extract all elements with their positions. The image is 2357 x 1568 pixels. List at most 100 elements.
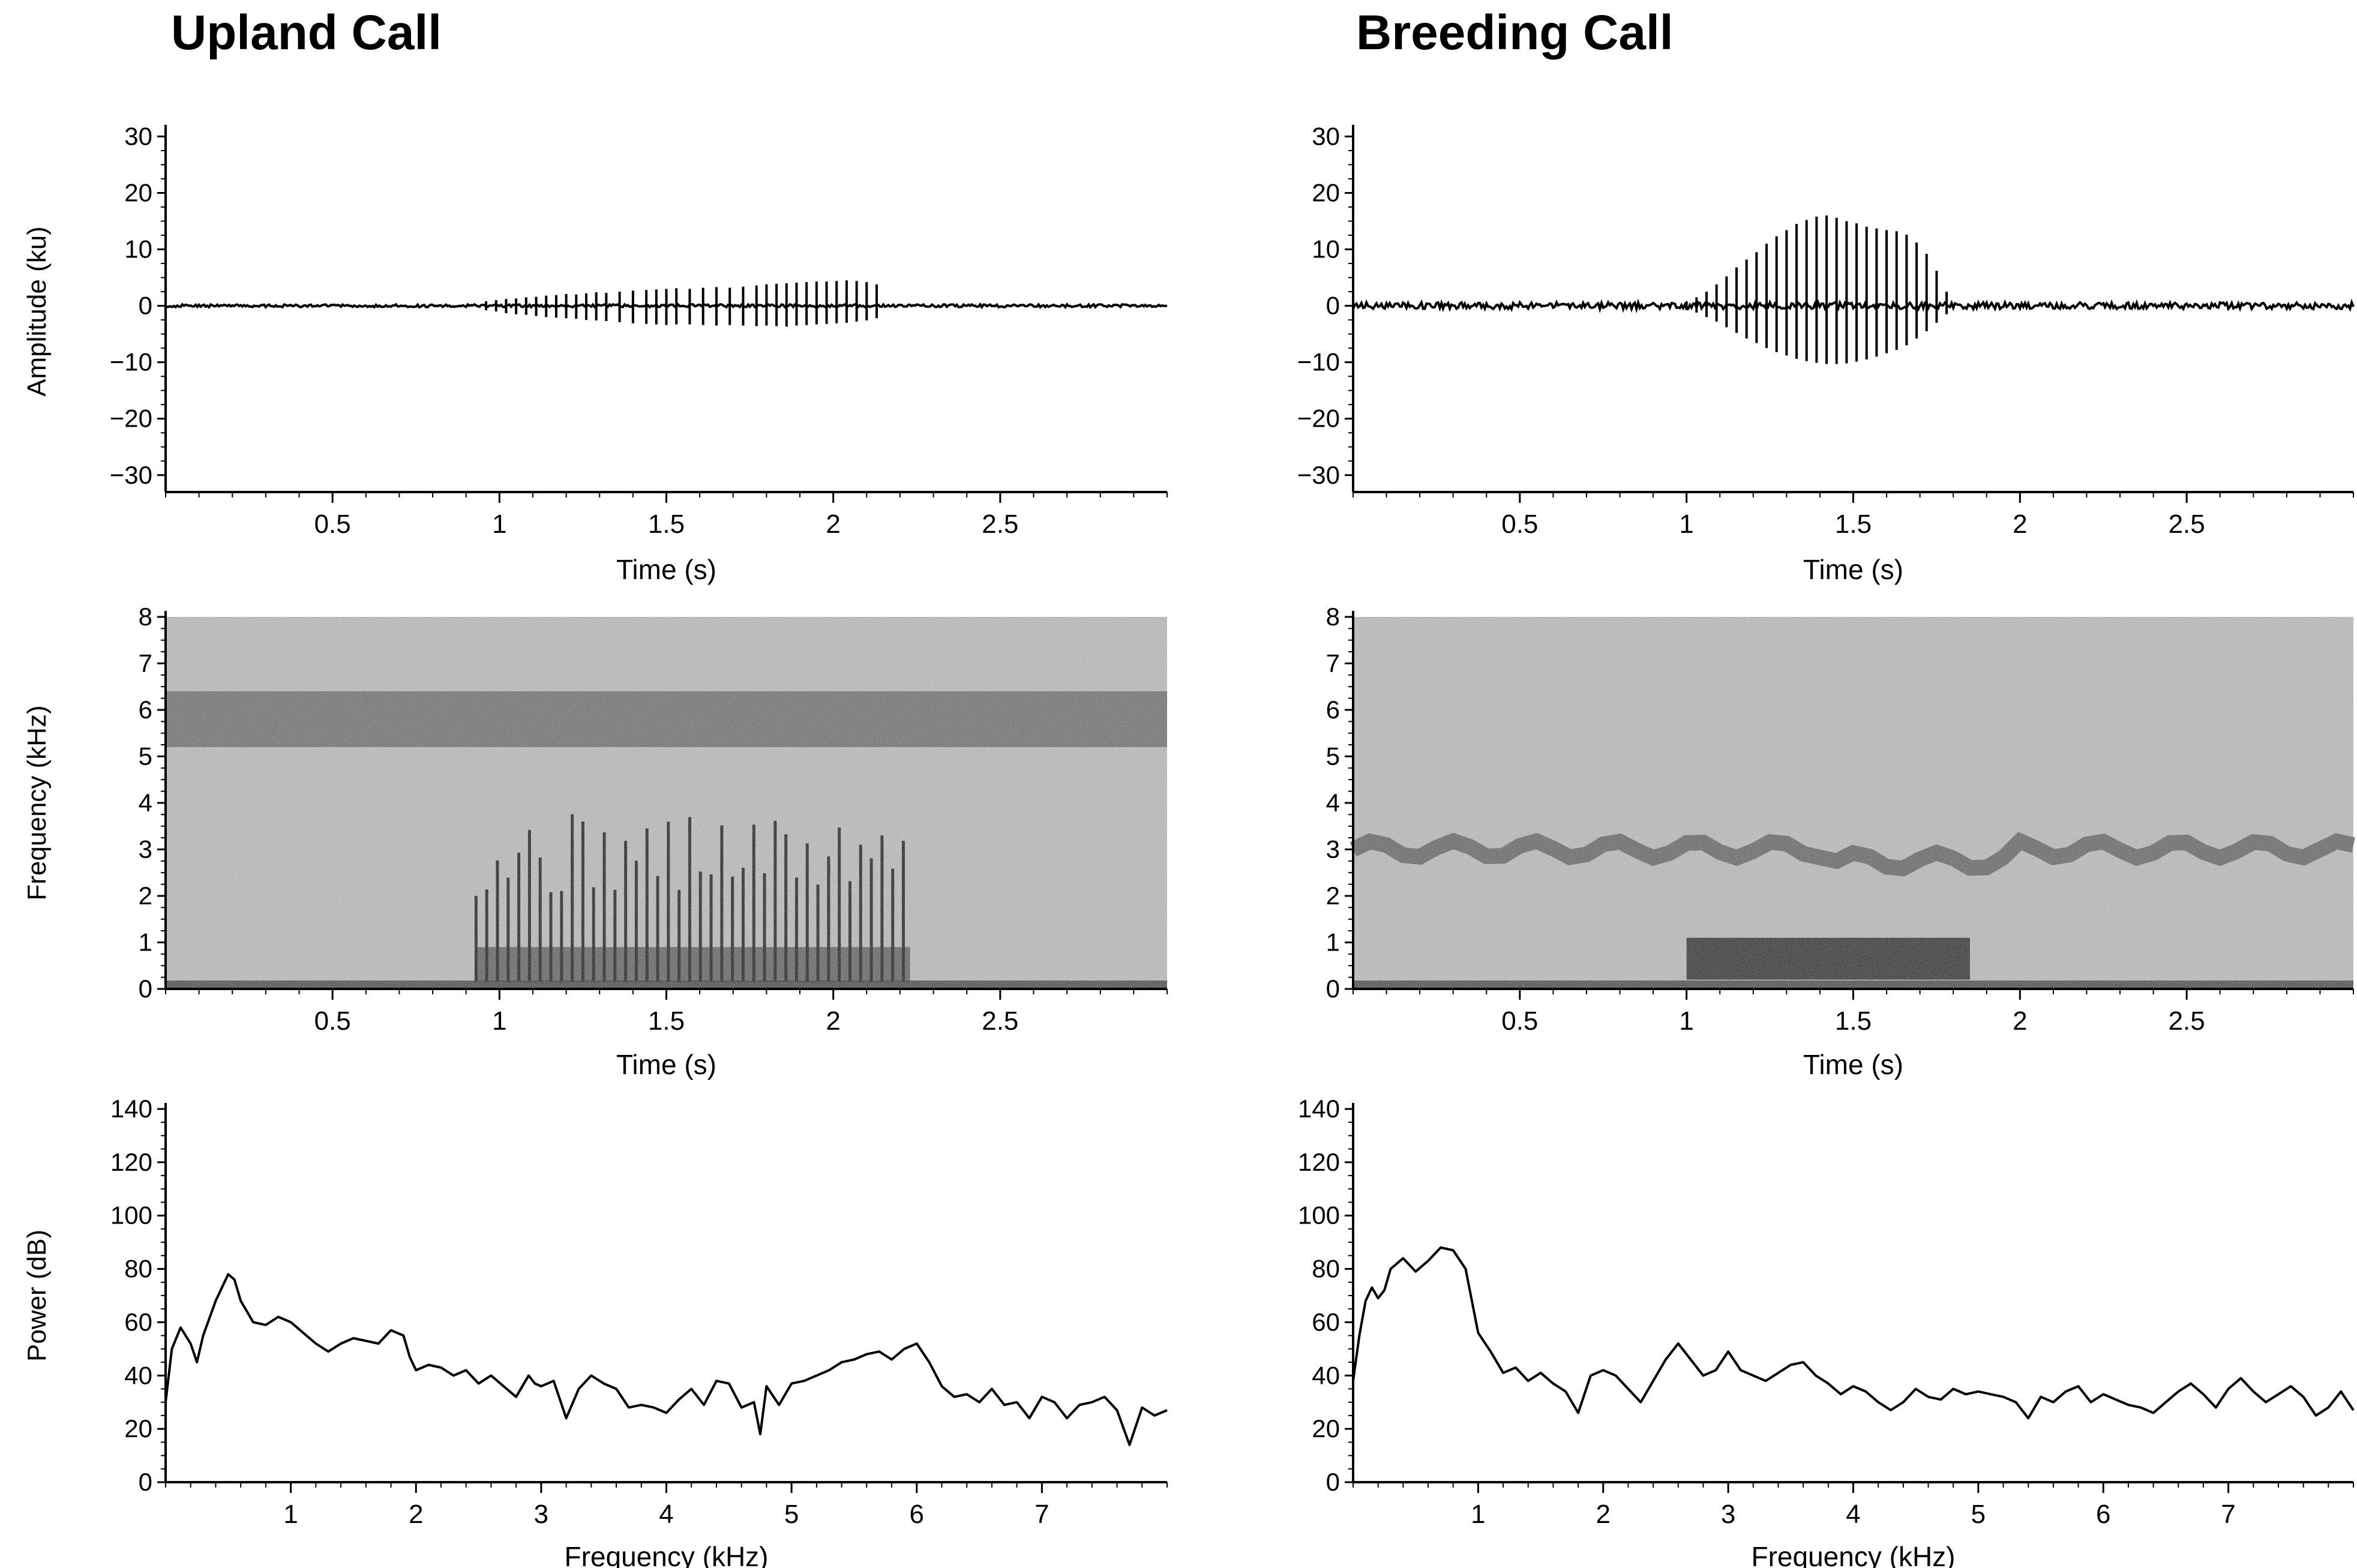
upland-spectrogram-ytick-label: 7	[139, 649, 152, 677]
breeding-waveform-panel: 30 20 10 0 −10 −20 −30 0.5 1 1.5 2 2.5 Time (s)	[1297, 122, 2355, 585]
upland-power-spectrum-xtick-label: 3	[534, 1500, 548, 1529]
breeding-spectrogram-xtick-label: 1	[1679, 1006, 1693, 1036]
breeding-power-spectrum-xtick-label: 7	[2221, 1500, 2235, 1529]
upland-power-spectrum-series-line	[164, 1273, 1168, 1446]
upland-power-spectrum-xtick-label: 7	[1034, 1500, 1049, 1529]
upland-waveform-xtick-label: 0.5	[314, 509, 351, 539]
upland-waveform-panel: 30 20 10 0 −10 −20 −30 0.5 1 1.5 2 2.5 Time (s) Ampli…	[22, 122, 1168, 585]
breeding-power-spectrum-ytick-label: 140	[1298, 1095, 1340, 1123]
breeding-waveform-x-label: Time (s)	[1803, 554, 1903, 585]
breeding-power-spectrum-xtick-label: 1	[1471, 1500, 1485, 1529]
breeding-power-spectrum-panel: 0 20 40 60 80 100 120 140 1 2 3 4 5 6 7 Frequency (kHz)	[1298, 1095, 2355, 1568]
upland-spectrogram-panel: 0 1 2 3 4 5 6 7 8 0.5 1 1.5 2 2.5 Time (s) Frequency (k…	[22, 602, 1168, 1080]
upland-waveform-x-label: Time (s)	[616, 554, 716, 585]
upland-spectrogram-xtick-label: 1.5	[648, 1006, 685, 1036]
upland-spectrogram-x-label: Time (s)	[616, 1049, 716, 1080]
breeding-power-spectrum-ytick-label: 0	[1326, 1468, 1340, 1496]
breeding-spectrogram-ytick-label: 4	[1326, 789, 1340, 817]
upland-power-spectrum-ytick-label: 40	[124, 1361, 152, 1389]
upland-spectrogram-image	[166, 617, 1167, 989]
upland-power-spectrum-ytick-label: 100	[110, 1201, 152, 1230]
breeding-call-title: Breeding Call	[1356, 5, 1674, 60]
breeding-waveform-baseline	[1352, 298, 2355, 314]
breeding-power-spectrum-ytick-label: 120	[1298, 1148, 1340, 1176]
breeding-power-spectrum-xtick-label: 6	[2096, 1500, 2110, 1529]
upland-waveform-xtick-label: 1	[492, 509, 506, 539]
upland-waveform-ytick-label: −20	[110, 404, 152, 433]
upland-spectrogram-ytick-label: 3	[139, 835, 152, 864]
upland-power-spectrum-ytick-label: 60	[124, 1308, 152, 1336]
breeding-spectrogram-ytick-label: 0	[1326, 975, 1340, 1003]
upland-spectrogram-ytick-label: 2	[139, 882, 152, 910]
upland-waveform-ytick-label: −10	[110, 348, 152, 376]
upland-power-spectrum-ytick-label: 20	[124, 1414, 152, 1443]
breeding-spectrogram-ytick-label: 1	[1326, 928, 1340, 957]
breeding-spectrogram-texture	[1353, 617, 2353, 989]
upland-power-spectrum-x-label: Frequency (kHz)	[565, 1541, 769, 1568]
upland-power-spectrum-panel: 0 20 40 60 80 100 120 140 1 2 3 4 5 6 7 Frequency (kHz)…	[22, 1095, 1168, 1568]
breeding-waveform-xtick-label: 2	[2013, 509, 2027, 539]
breeding-spectrogram-ytick-label: 3	[1326, 835, 1340, 864]
upland-waveform-xtick-label: 2.5	[982, 509, 1018, 539]
breeding-spectrogram-xtick-label: 2	[2013, 1006, 2027, 1036]
breeding-waveform-ytick-label: 30	[1312, 122, 1340, 150]
breeding-spectrogram-ytick-label: 7	[1326, 649, 1340, 677]
breeding-waveform-ytick-label: 20	[1312, 178, 1340, 206]
upland-spectrogram-xtick-label: 2.5	[982, 1006, 1018, 1036]
upland-power-spectrum-xtick-label: 5	[784, 1500, 799, 1529]
breeding-spectrogram-xtick-label: 0.5	[1501, 1006, 1538, 1036]
upland-power-spectrum-xtick-label: 6	[910, 1500, 924, 1529]
upland-waveform-ytick-label: 30	[124, 122, 152, 150]
breeding-power-spectrum-ytick-label: 60	[1312, 1308, 1340, 1336]
breeding-power-spectrum-ytick-label: 100	[1298, 1201, 1340, 1230]
breeding-spectrogram-ytick-label: 5	[1326, 742, 1340, 770]
breeding-power-spectrum-xtick-label: 5	[1971, 1500, 1986, 1529]
upland-power-spectrum-ytick-label: 80	[124, 1255, 152, 1283]
breeding-power-spectrum-ytick-label: 80	[1312, 1255, 1340, 1283]
breeding-waveform-ytick-label: −10	[1297, 348, 1340, 376]
breeding-waveform-xtick-label: 1	[1679, 509, 1693, 539]
upland-call-title: Upland Call	[171, 5, 442, 60]
breeding-spectrogram-x-label: Time (s)	[1803, 1049, 1903, 1080]
upland-waveform-ytick-label: 10	[124, 235, 152, 263]
breeding-spectrogram-ytick-label: 2	[1326, 882, 1340, 910]
upland-waveform-y-label: Amplitude (ku)	[22, 226, 52, 397]
upland-waveform-ytick-label: 0	[139, 292, 152, 320]
breeding-waveform-xtick-label: 1.5	[1835, 509, 1872, 539]
upland-power-spectrum-ytick-label: 140	[110, 1095, 152, 1123]
breeding-power-spectrum-xtick-label: 4	[1846, 1500, 1860, 1529]
upland-power-spectrum-y-label: Power (dB)	[22, 1230, 52, 1362]
upland-spectrogram-ytick-label: 5	[139, 742, 152, 770]
upland-waveform-xtick-label: 2	[826, 509, 840, 539]
upland-spectrogram-ytick-label: 8	[139, 602, 152, 631]
upland-spectrogram-xtick-label: 1	[492, 1006, 506, 1036]
upland-spectrogram-ytick-label: 6	[139, 695, 152, 724]
upland-spectrogram-y-label: Frequency (kHz)	[22, 705, 52, 900]
upland-spectrogram-ytick-label: 1	[139, 928, 152, 957]
breeding-power-spectrum-ytick-label: 40	[1312, 1361, 1340, 1389]
breeding-power-spectrum-xtick-label: 2	[1596, 1500, 1611, 1529]
upland-spectrogram-ytick-label: 0	[139, 975, 152, 1003]
upland-power-spectrum-xtick-label: 2	[409, 1500, 423, 1529]
breeding-spectrogram-ytick-label: 8	[1326, 602, 1340, 631]
upland-power-spectrum-xtick-label: 4	[659, 1500, 673, 1529]
breeding-waveform-ytick-label: 0	[1326, 292, 1340, 320]
breeding-waveform-ytick-label: 10	[1312, 235, 1340, 263]
upland-spectrogram-xtick-label: 2	[826, 1006, 840, 1036]
upland-power-spectrum-ytick-label: 0	[139, 1468, 152, 1496]
upland-power-spectrum-ytick-label: 120	[110, 1148, 152, 1176]
breeding-power-spectrum-ytick-label: 20	[1312, 1414, 1340, 1443]
breeding-power-spectrum-series-line	[1352, 1246, 2355, 1420]
breeding-waveform-ytick-label: −30	[1297, 461, 1340, 489]
breeding-power-spectrum-x-label: Frequency (kHz)	[1752, 1541, 1956, 1568]
breeding-waveform-xtick-label: 0.5	[1501, 509, 1538, 539]
upland-spectrogram-ytick-label: 4	[139, 789, 152, 817]
breeding-spectrogram-ytick-label: 6	[1326, 695, 1340, 724]
upland-waveform-xtick-label: 1.5	[648, 509, 685, 539]
upland-waveform-ytick-label: −30	[110, 461, 152, 489]
breeding-waveform-ytick-label: −20	[1297, 404, 1340, 433]
upland-waveform-ytick-label: 20	[124, 178, 152, 206]
upland-spectrogram-xtick-label: 0.5	[314, 1006, 351, 1036]
upland-spectrogram-texture	[166, 617, 1167, 989]
